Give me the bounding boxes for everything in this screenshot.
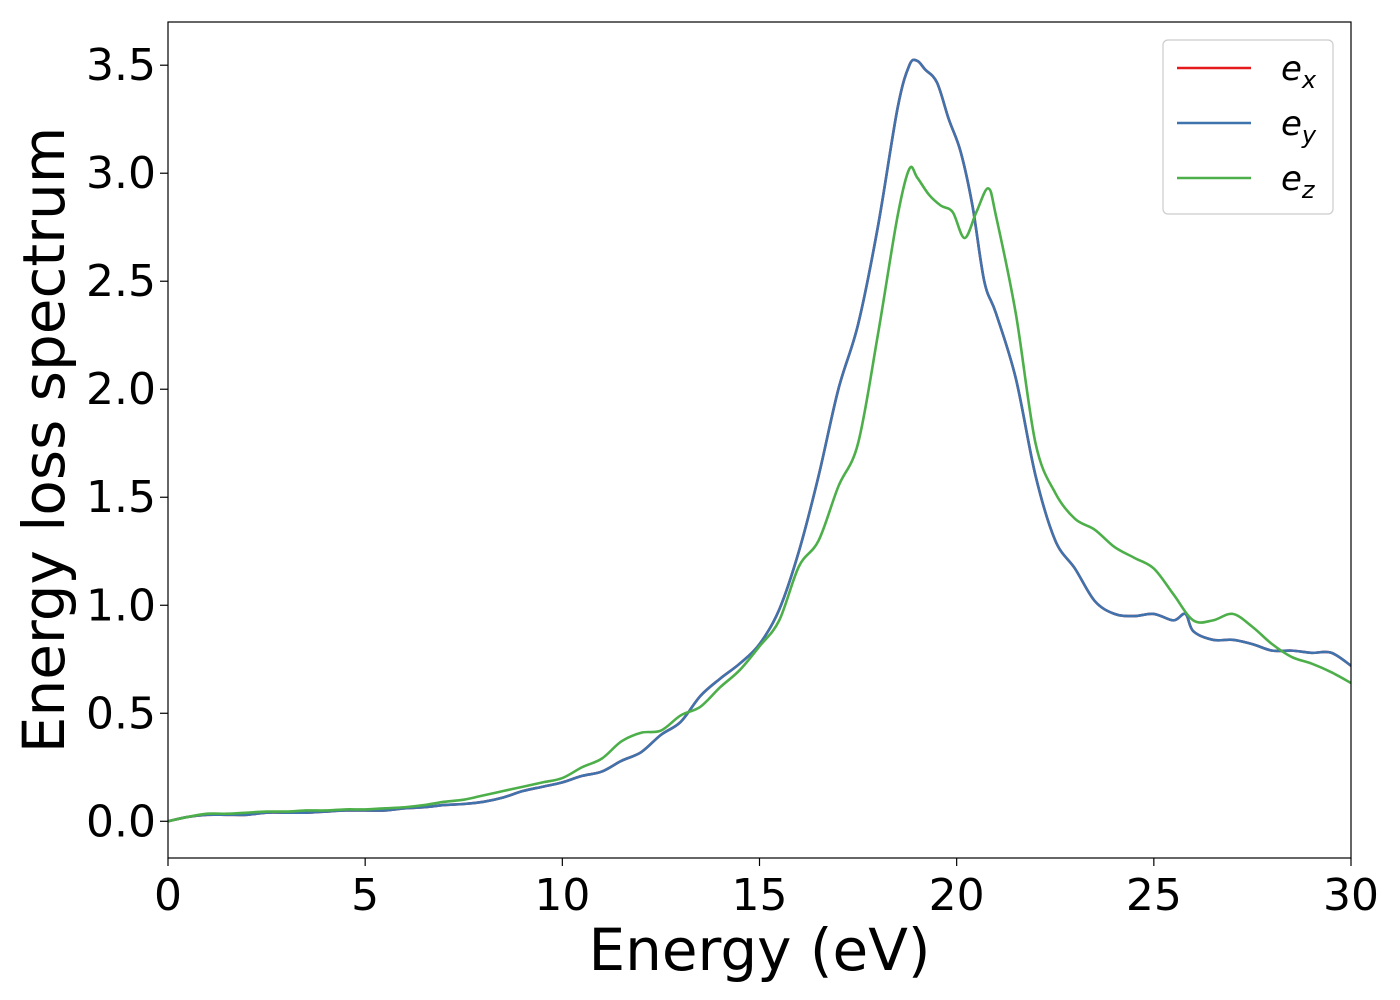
- x-tick-label: 10: [534, 870, 590, 921]
- x-tick-label: 20: [929, 870, 985, 921]
- legend-label-ez: ez: [1281, 159, 1316, 204]
- y-tick-label: 3.0: [86, 148, 156, 199]
- legend-label-base: e: [1281, 159, 1302, 199]
- x-tick-label: 30: [1323, 870, 1379, 921]
- x-tick-label: 0: [154, 870, 182, 921]
- y-tick-label: 1.5: [86, 472, 156, 523]
- legend-label-base: e: [1281, 104, 1302, 144]
- legend-label-ey: ey: [1281, 104, 1317, 149]
- y-axis-title: Energy loss spectrum: [10, 127, 78, 753]
- y-axis-ticks: 0.0 0.5 1.0 1.5 2.0 2.5 3.0 3.5: [86, 40, 168, 847]
- legend-label-subscript: x: [1301, 66, 1317, 94]
- x-tick-label: 5: [351, 870, 379, 921]
- y-tick-label: 1.0: [86, 580, 156, 631]
- x-axis-title: Energy (eV): [588, 916, 930, 984]
- x-axis-ticks: 0 5 10 15 20 25 30: [154, 858, 1379, 921]
- legend-label-subscript: y: [1301, 121, 1317, 149]
- legend-label-base: e: [1281, 49, 1302, 89]
- y-tick-label: 0.5: [86, 688, 156, 739]
- legend-label-subscript: z: [1301, 176, 1316, 204]
- y-tick-label: 2.5: [86, 256, 156, 307]
- series-line-ez: [168, 165, 1351, 823]
- series-layer: [168, 58, 1351, 823]
- y-tick-label: 3.5: [86, 40, 156, 91]
- x-tick-label: 15: [732, 870, 788, 921]
- x-tick-label: 25: [1126, 870, 1182, 921]
- series-line-ey: [168, 58, 1351, 823]
- legend-label-ex: ex: [1281, 49, 1317, 94]
- y-tick-label: 0.0: [86, 796, 156, 847]
- y-tick-label: 2.0: [86, 364, 156, 415]
- legend-box: [1162, 39, 1334, 215]
